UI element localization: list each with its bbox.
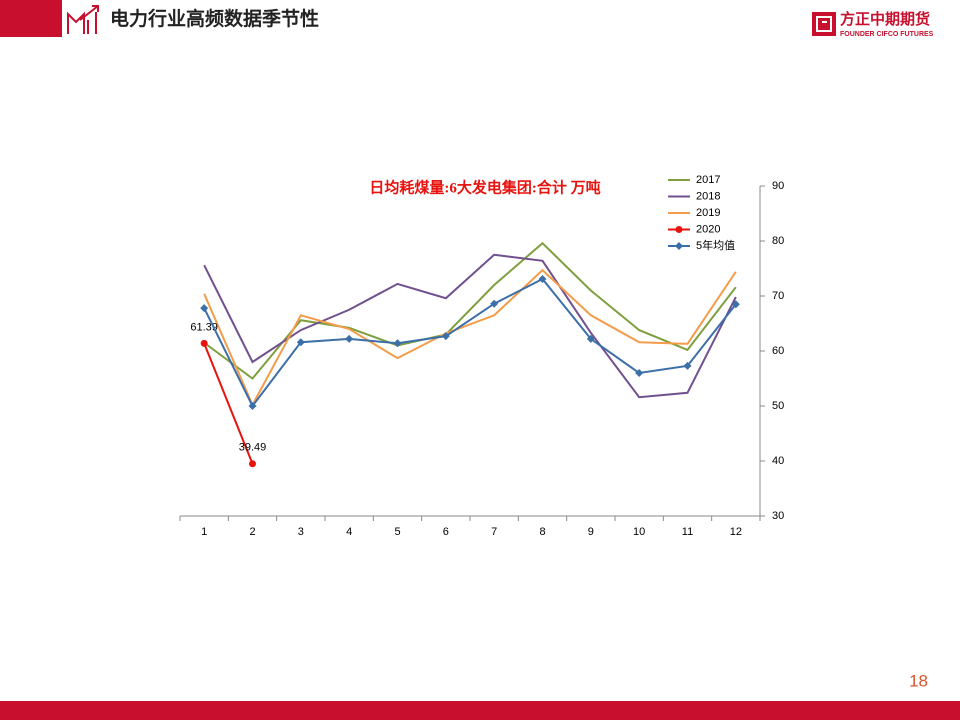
x-tick-label: 4 [346,526,352,538]
legend-label: 5年均值 [696,238,735,252]
point [200,339,208,347]
series-line [203,241,737,380]
point [538,274,547,283]
legend-label: 2019 [696,207,720,219]
data-label: 39.49 [239,442,267,454]
point [200,304,209,313]
y-tick-label: 50 [772,400,784,412]
header-title: 电力行业高频数据季节性 [110,7,319,30]
chart-title: 日均耗煤量:6大发电集团:合计 万吨 [369,178,600,196]
x-tick-label: 2 [249,526,255,538]
point [675,226,683,233]
point [249,460,256,468]
legend-label: 2018 [696,190,720,202]
logo-glyph [816,16,832,32]
x-tick-label: 6 [443,526,449,538]
point [393,339,402,348]
point [731,300,740,309]
x-tick-label: 11 [682,526,693,538]
point [248,402,257,410]
series-line [203,253,737,399]
series-line [203,277,737,408]
logo-name: 方正中期期货 [840,10,930,28]
point [296,338,305,347]
x-tick-label: 9 [588,526,594,538]
logo-mark [812,12,836,36]
x-tick-label: 3 [298,526,304,538]
point [345,334,354,343]
y-tick-label: 60 [772,345,784,357]
point [635,369,644,377]
series-line [203,268,737,408]
page-number: 18 [909,671,928,690]
point [441,332,450,341]
x-tick-label: 8 [539,526,545,538]
y-tick-label: 70 [772,290,784,302]
y-tick-label: 30 [772,510,784,522]
x-tick-label: 10 [633,526,645,538]
x-tick-label: 7 [491,526,497,538]
x-tick-label: 12 [730,526,742,538]
point [586,334,595,343]
point [490,299,499,308]
logo-english: FOUNDER CIFCO FUTURES [840,31,934,38]
x-tick-label: 1 [201,526,207,538]
point [683,361,692,370]
y-tick-label: 90 [772,180,784,192]
legend-label: 2017 [696,174,720,186]
series-line [203,342,254,465]
header-band [0,0,62,37]
y-tick-label: 40 [772,455,784,467]
y-tick-label: 80 [772,235,784,247]
legend-label: 2020 [696,223,720,235]
point [675,242,683,250]
x-tick-label: 5 [394,526,400,538]
footer-band [0,701,960,720]
header-icon [67,5,99,34]
